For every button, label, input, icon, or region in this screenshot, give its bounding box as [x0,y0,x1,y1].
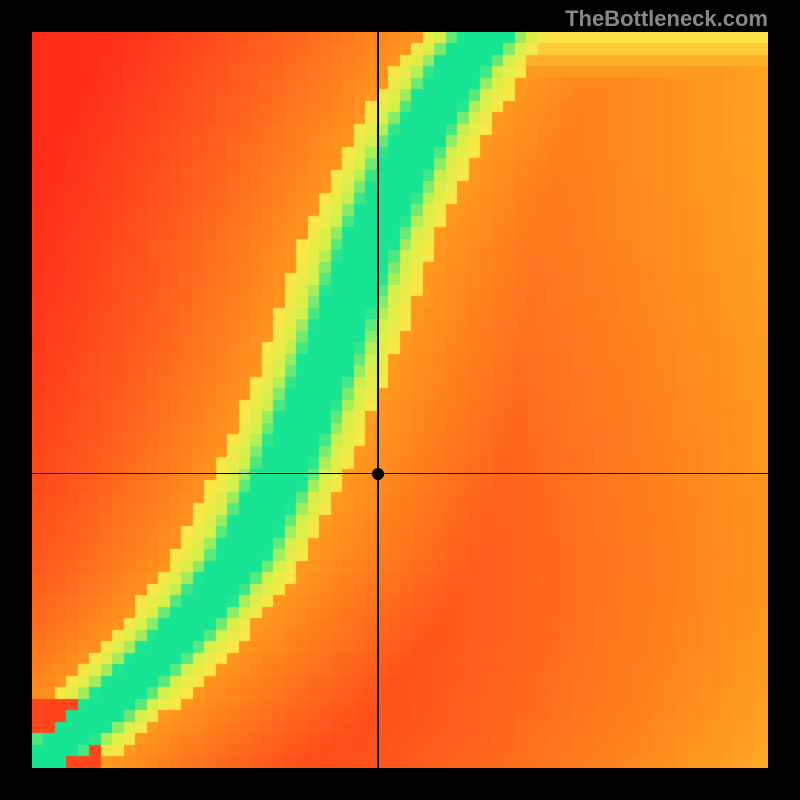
crosshair-marker [372,468,384,480]
crosshair-vertical [377,32,379,768]
heatmap-canvas [32,32,768,768]
crosshair-horizontal [32,473,768,475]
chart-container [32,32,768,768]
watermark-text: TheBottleneck.com [565,6,768,32]
